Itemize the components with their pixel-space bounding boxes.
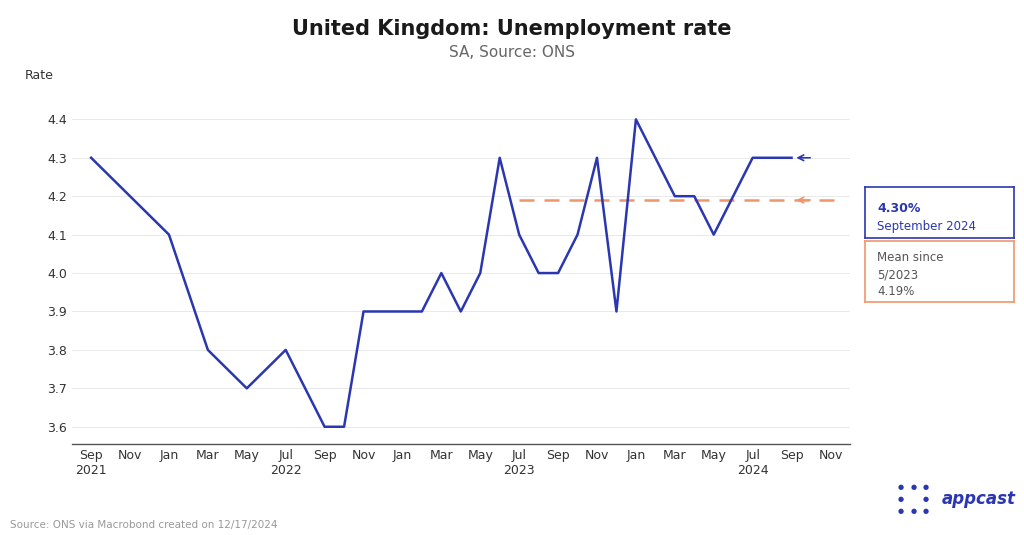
Text: 4.30%: 4.30%: [878, 202, 921, 215]
Text: Mean since: Mean since: [878, 251, 944, 264]
Text: ●: ●: [923, 496, 929, 502]
Text: ●: ●: [923, 508, 929, 514]
Text: SA, Source: ONS: SA, Source: ONS: [449, 45, 575, 60]
Text: 5/2023: 5/2023: [878, 268, 919, 281]
Text: appcast: appcast: [942, 490, 1016, 508]
Text: United Kingdom: Unemployment rate: United Kingdom: Unemployment rate: [292, 19, 732, 39]
Text: ●: ●: [898, 508, 904, 514]
Text: ●: ●: [898, 496, 904, 502]
Text: ●: ●: [898, 484, 904, 490]
Text: ●: ●: [910, 508, 916, 514]
Text: Rate: Rate: [25, 70, 54, 82]
Text: ●: ●: [910, 484, 916, 490]
Text: September 2024: September 2024: [878, 220, 976, 233]
Text: ●: ●: [923, 484, 929, 490]
Text: 4.19%: 4.19%: [878, 285, 914, 297]
Text: Source: ONS via Macrobond created on 12/17/2024: Source: ONS via Macrobond created on 12/…: [10, 519, 278, 530]
